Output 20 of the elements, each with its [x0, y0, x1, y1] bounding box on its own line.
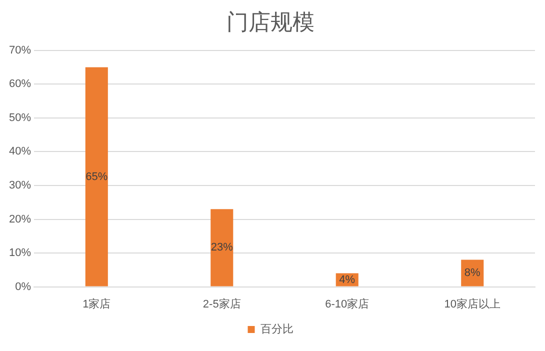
y-tick-label: 10% — [8, 247, 32, 260]
data-label: 8% — [464, 267, 481, 280]
x-tick-label: 10家店以上 — [444, 297, 500, 310]
y-tick-label: 50% — [8, 112, 32, 124]
x-tick-label: 2-5家店 — [202, 297, 241, 310]
y-tick-label: 60% — [8, 78, 32, 90]
x-tick-label: 1家店 — [82, 297, 111, 310]
x-tick-label: 6-10家店 — [325, 297, 370, 310]
y-tick-label: 30% — [8, 180, 32, 192]
chart-title: 门店规模 — [226, 9, 314, 34]
y-tick-label: 70% — [8, 44, 32, 56]
legend-label: 百分比 — [260, 322, 294, 336]
data-label: 65% — [86, 170, 108, 183]
y-tick-label: 40% — [8, 146, 32, 158]
data-label: 4% — [339, 274, 356, 286]
data-label: 23% — [210, 242, 234, 254]
bar — [85, 67, 108, 286]
y-tick-label: 20% — [8, 213, 32, 226]
y-tick-label: 0% — [15, 280, 32, 293]
bar — [210, 209, 234, 286]
